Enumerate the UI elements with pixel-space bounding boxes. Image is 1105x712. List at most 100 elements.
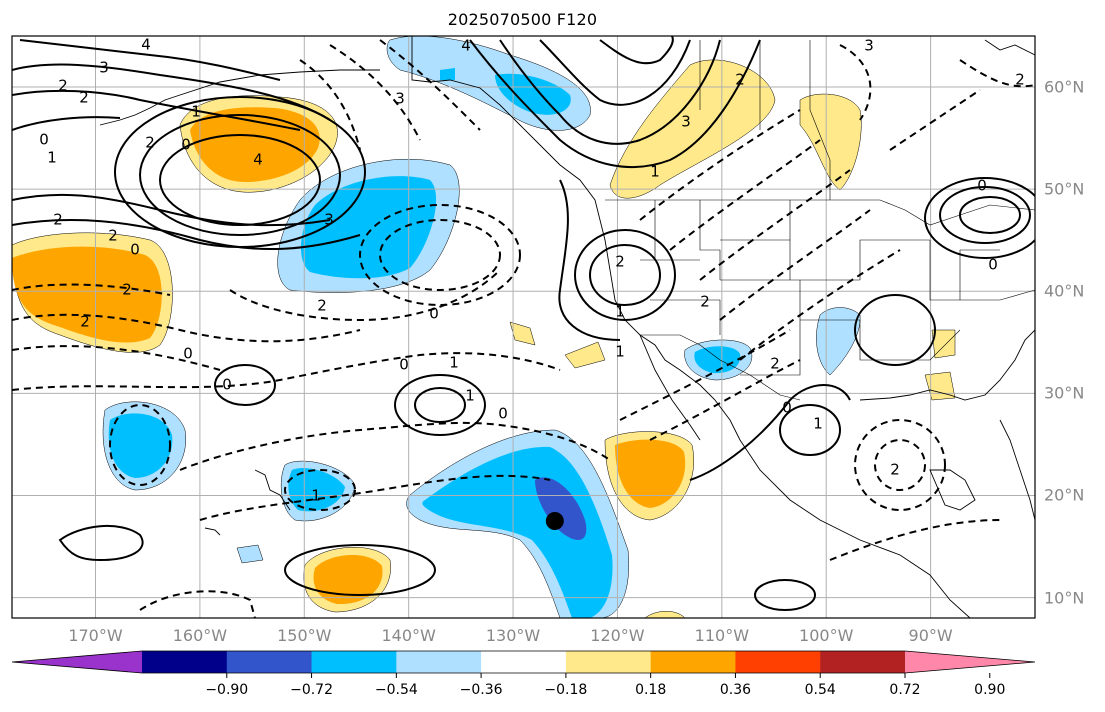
contour-label: 2: [890, 461, 900, 479]
shade-positive: [931, 329, 956, 359]
contour-line: [754, 579, 816, 611]
contour-line: [839, 44, 872, 121]
contour-label: 3: [99, 59, 109, 77]
coastline-pacific: [411, 36, 971, 618]
shade-negative: [495, 73, 571, 115]
shade-positive: [190, 107, 320, 182]
contour-line: [12, 313, 361, 343]
shade-negative: [440, 68, 455, 80]
colorbar: [11, 650, 1036, 678]
colorbar-tick-label: −0.90: [205, 682, 249, 698]
contour-label: 1: [813, 415, 823, 433]
coastline-baja: [639, 334, 701, 441]
colorbar-tick-label: 0.72: [889, 682, 921, 698]
contour-line: [284, 544, 436, 596]
storm-center-marker: [545, 512, 564, 530]
coastline-east: [984, 39, 1035, 56]
gridlines: [12, 36, 1035, 618]
contour-line: [58, 524, 144, 562]
contours-negative: [12, 39, 1035, 618]
province-border-west: [699, 40, 761, 130]
contour-label: 0: [130, 241, 140, 259]
contour-line: [499, 39, 721, 145]
shade-negative: [535, 477, 587, 540]
contour-line: [699, 169, 851, 281]
contour-line: [779, 404, 841, 456]
contour-line: [12, 219, 361, 251]
contour-label: 2: [122, 281, 132, 299]
colorbar-segment: [311, 651, 397, 673]
contour-line: [939, 186, 1031, 244]
contour-label: 1: [449, 354, 459, 372]
contour-line: [854, 294, 936, 366]
contour-line: [669, 139, 821, 251]
longitude-label: 140°W: [381, 626, 436, 645]
colorbar-tick-label: 0.54: [804, 682, 836, 698]
colorbar-tick-label: 0.90: [974, 682, 1006, 698]
contour-label: 0: [498, 405, 508, 423]
contour-line: [12, 63, 331, 121]
contour-line: [139, 114, 341, 236]
longitude-label: 130°W: [485, 626, 541, 645]
contour-label: 0: [988, 256, 998, 274]
longitude-label: 100°W: [799, 626, 854, 645]
contour-label: 3: [681, 113, 691, 131]
contour-line: [739, 249, 901, 361]
latitude-label: 60°N: [1044, 77, 1085, 97]
border-us-mexico: [640, 334, 801, 401]
colorbar-segment: [396, 651, 482, 673]
contour-label: 2: [615, 253, 625, 271]
coastline-aleutians: [99, 94, 181, 126]
contour-line: [214, 364, 276, 406]
contour-line: [12, 283, 171, 296]
colorbar-outline: [11, 650, 1036, 674]
contour-label: 2: [700, 293, 710, 311]
contour-label: 1: [465, 387, 475, 405]
contour-line: [12, 345, 221, 371]
shade-positive: [615, 439, 686, 508]
colorbar-segment: [226, 651, 313, 673]
contour-label: 1: [650, 163, 660, 181]
contour-line: [179, 421, 611, 471]
latitude-label: 50°N: [1044, 179, 1085, 199]
longitude-label: 120°W: [590, 626, 645, 645]
contour-label: 3: [324, 211, 334, 229]
contour-label: 2: [108, 227, 118, 245]
map-title: 2025070500 F120: [447, 10, 598, 29]
contour-label: 2: [735, 71, 745, 89]
contour-line: [539, 39, 691, 106]
contour-label: 0: [782, 399, 792, 417]
coastline-florida: [999, 419, 1035, 521]
latitude-label: 10°N: [1044, 588, 1085, 608]
contour-label: 2: [79, 89, 89, 107]
contour-line: [874, 439, 926, 491]
contour-line: [924, 177, 1035, 259]
contour-label: 4: [141, 36, 151, 54]
contour-label: 2: [80, 313, 90, 331]
contour-label: 0: [181, 136, 191, 154]
shade-positive: [799, 93, 862, 191]
contour-label: 4: [253, 151, 263, 169]
latitude-label: 20°N: [1044, 485, 1085, 505]
colorbar-extend-max: [905, 651, 1035, 673]
contour-label: 3: [395, 90, 405, 108]
shade-negative: [288, 467, 345, 512]
contour-line: [299, 59, 361, 151]
shade-negative: [300, 176, 437, 279]
coastline-islands: [204, 527, 221, 536]
contour-line: [19, 39, 281, 81]
colorbar-segment: [650, 651, 736, 673]
contour-line: [12, 89, 301, 131]
shade-positive: [313, 554, 383, 605]
contour-label: 0: [183, 345, 193, 363]
contour-line: [889, 89, 981, 151]
political-borders: [605, 40, 1035, 401]
contour-line: [379, 39, 481, 131]
contour-label: 1: [47, 149, 57, 167]
contour-line: [639, 109, 801, 221]
contour-label: 2: [145, 134, 155, 152]
contour-label: 4: [461, 37, 471, 55]
contours-positive: [12, 36, 1035, 611]
state-borders-east: [929, 240, 1035, 301]
